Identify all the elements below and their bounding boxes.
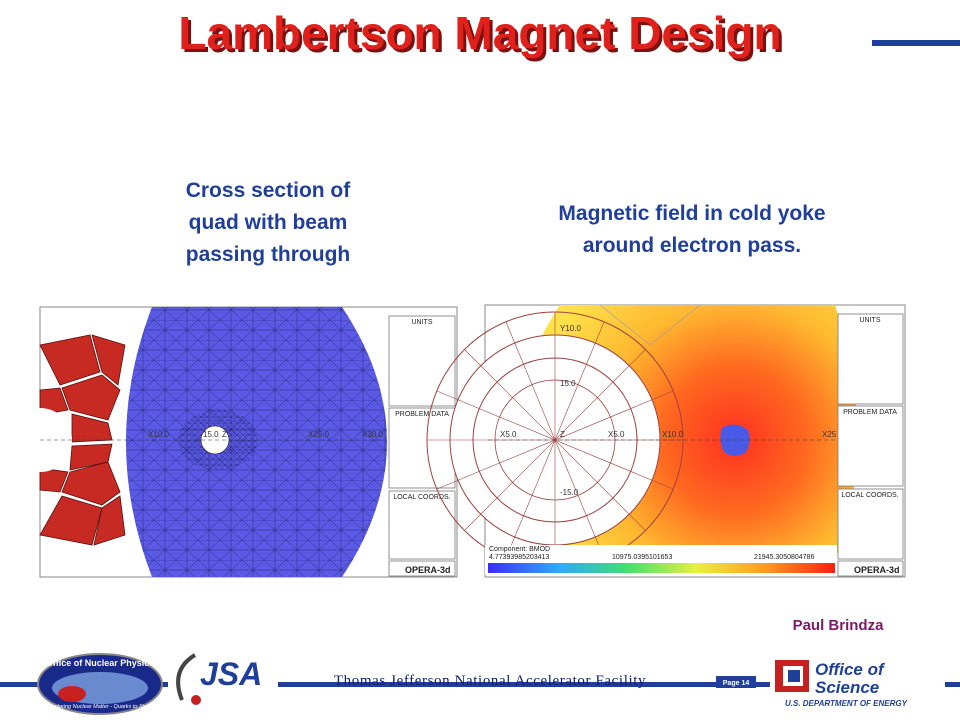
science-logo: Office of: [815, 660, 886, 679]
axis-label: X5.0: [500, 430, 517, 439]
coil: [39, 334, 126, 546]
sidebar-heading: LOCAL COORDS.: [841, 492, 898, 499]
sidebar-heading: PROBLEM DATA: [843, 409, 897, 416]
science-logo: Science: [815, 678, 879, 697]
author: Paul Brindza: [793, 617, 885, 634]
caption: around electron pass.: [583, 234, 801, 257]
axis-label: -15.0: [560, 488, 579, 497]
logo-text: Exploring Nuclear Matter - Quarks to Sta…: [48, 704, 152, 710]
component-label: Component: BMOD: [489, 546, 550, 553]
axis-label: X25: [822, 430, 837, 439]
caption: Cross section of: [186, 179, 352, 202]
scale-label: 21945.3050804786: [754, 554, 814, 561]
jsa-logo: JSA: [200, 656, 262, 692]
caption: passing through: [186, 243, 351, 266]
software-logo: OPERA-3d: [854, 565, 900, 575]
footer: Office of Nuclear Physics Exploring Nucl…: [0, 648, 960, 715]
axis-label: X10.0: [662, 430, 683, 439]
caption: quad with beam: [189, 211, 348, 234]
header-rule: [872, 40, 960, 46]
scale-label: 4.77393985203413: [489, 554, 549, 561]
axis-label: X30.0: [362, 430, 383, 439]
axis-label: X25.0: [308, 430, 329, 439]
page-number: Page 14: [723, 680, 750, 687]
field-image: Y10.0 15.0 X5.0 Z X5.0 X10.0 X25 -15.0 C…: [426, 304, 906, 578]
sidebar-heading: PROBLEM DATA: [395, 411, 449, 418]
axis-label: Z: [560, 430, 565, 439]
software-logo: OPERA-3d: [405, 565, 451, 575]
axis-label: X5.0: [608, 430, 625, 439]
caption: Magnetic field in cold yoke: [558, 202, 825, 225]
scale-label: 10975.0395101653: [612, 554, 672, 561]
axis-label: X10.0: [148, 430, 169, 439]
axis-label: Z: [222, 430, 227, 439]
quad-image: X10.0 15.0 Z X25.0 X30.0 UNITS PROBLEM D…: [8, 306, 458, 578]
sidebar-heading: UNITS: [860, 317, 881, 324]
title: Lambertson Magnet Design: [178, 7, 781, 59]
science-logo: U.S. DEPARTMENT OF ENERGY: [785, 699, 908, 708]
axis-label: 15.0: [560, 379, 576, 388]
sidebar-heading: LOCAL COORDS.: [393, 494, 450, 501]
axis-label: 15.0: [203, 430, 219, 439]
color-scale: [488, 563, 835, 573]
axis-label: Y10.0: [560, 324, 581, 333]
logo-text: Office of Nuclear Physics: [46, 658, 155, 668]
lab-name: Thomas Jefferson National Accelerator Fa…: [334, 673, 646, 689]
sidebar-heading: UNITS: [412, 319, 433, 326]
title-shadow: Lambertson Magnet Design: [181, 10, 784, 62]
